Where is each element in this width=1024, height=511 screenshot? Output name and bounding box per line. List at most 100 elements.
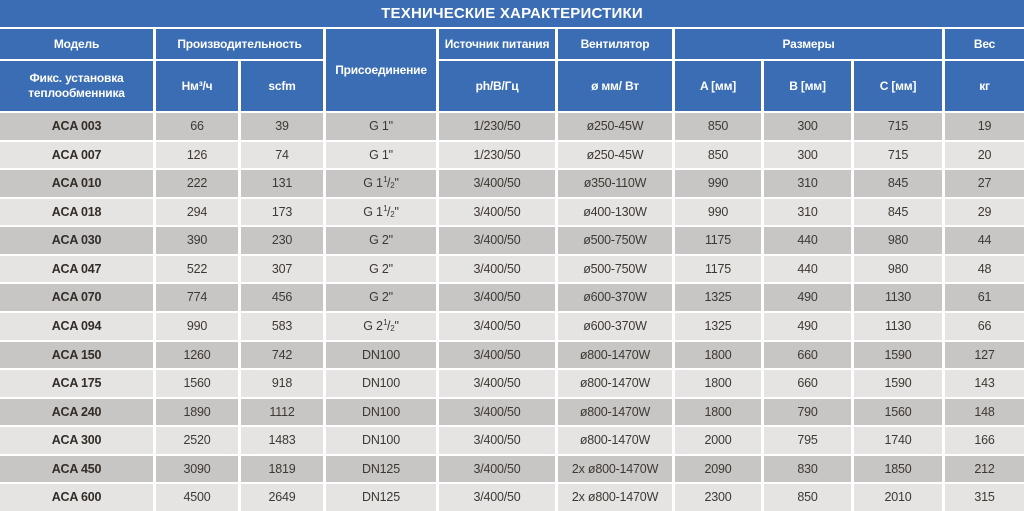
cell-power: 3/400/50 (439, 455, 555, 483)
cell-dim-a: 1800 (675, 398, 761, 426)
cell-power: 1/230/50 (439, 141, 555, 169)
cell-dim-a: 2000 (675, 427, 761, 454)
cell-model: ACA 450 (0, 455, 153, 483)
header-fan: Вентилятор (558, 29, 672, 59)
cell-dim-b: 850 (764, 484, 851, 511)
cell-model: ACA 018 (0, 198, 153, 226)
cell-dim-a: 1175 (675, 255, 761, 283)
cell-fan: ø250-45W (558, 113, 672, 140)
cell-connection: DN100 (326, 427, 436, 454)
cell-weight: 166 (945, 427, 1024, 454)
cell-model: ACA 003 (0, 113, 153, 140)
cell-weight: 20 (945, 141, 1024, 169)
cell-model: ACA 070 (0, 284, 153, 311)
cell-scfm: 1819 (241, 455, 323, 483)
cell-dim-c: 1130 (854, 312, 942, 340)
cell-dim-c: 1590 (854, 341, 942, 369)
cell-scfm: 230 (241, 227, 323, 254)
subheader-power: ph/В/Гц (439, 61, 555, 111)
cell-nm3h: 66 (156, 113, 238, 140)
cell-dim-c: 1590 (854, 370, 942, 397)
cell-connection: G 2" (326, 255, 436, 283)
subheader-fan: ø мм/ Вт (558, 61, 672, 111)
header-weight: Вес (945, 29, 1024, 59)
cell-connection: DN100 (326, 341, 436, 369)
cell-scfm: 74 (241, 141, 323, 169)
cell-fan: ø600-370W (558, 284, 672, 311)
cell-connection: DN125 (326, 455, 436, 483)
subheader-b: B [мм] (764, 61, 851, 111)
cell-dim-a: 1800 (675, 370, 761, 397)
cell-dim-a: 1325 (675, 312, 761, 340)
cell-weight: 27 (945, 170, 1024, 197)
cell-nm3h: 126 (156, 141, 238, 169)
cell-connection: G 1 1/2 " (326, 170, 436, 197)
cell-power: 3/400/50 (439, 227, 555, 254)
cell-dim-c: 980 (854, 255, 942, 283)
cell-model: ACA 300 (0, 427, 153, 454)
header-connection: Присоединение (326, 29, 436, 111)
cell-scfm: 742 (241, 341, 323, 369)
cell-dim-a: 990 (675, 170, 761, 197)
cell-model: ACA 030 (0, 227, 153, 254)
cell-power: 3/400/50 (439, 255, 555, 283)
cell-model: ACA 007 (0, 141, 153, 169)
header-dimensions: Размеры (675, 29, 942, 59)
cell-dim-b: 310 (764, 170, 851, 197)
cell-weight: 61 (945, 284, 1024, 311)
cell-connection: DN100 (326, 370, 436, 397)
cell-dim-b: 660 (764, 341, 851, 369)
cell-dim-a: 1325 (675, 284, 761, 311)
cell-fan: ø600-370W (558, 312, 672, 340)
cell-connection: G 2" (326, 284, 436, 311)
cell-scfm: 173 (241, 198, 323, 226)
subheader-a: A [мм] (675, 61, 761, 111)
cell-weight: 19 (945, 113, 1024, 140)
cell-power: 3/400/50 (439, 370, 555, 397)
cell-model: ACA 240 (0, 398, 153, 426)
cell-nm3h: 522 (156, 255, 238, 283)
cell-fan: ø500-750W (558, 255, 672, 283)
cell-connection: G 2 1/2 " (326, 312, 436, 340)
cell-nm3h: 990 (156, 312, 238, 340)
cell-dim-a: 850 (675, 141, 761, 169)
cell-dim-c: 1130 (854, 284, 942, 311)
cell-dim-b: 310 (764, 198, 851, 226)
page-title: ТЕХНИЧЕСКИЕ ХАРАКТЕРИСТИКИ (0, 0, 1024, 27)
cell-model: ACA 600 (0, 484, 153, 511)
cell-fan: ø800-1470W (558, 427, 672, 454)
cell-scfm: 131 (241, 170, 323, 197)
cell-nm3h: 1260 (156, 341, 238, 369)
cell-dim-c: 1850 (854, 455, 942, 483)
cell-dim-b: 795 (764, 427, 851, 454)
cell-weight: 29 (945, 198, 1024, 226)
cell-nm3h: 4500 (156, 484, 238, 511)
cell-scfm: 456 (241, 284, 323, 311)
cell-dim-c: 715 (854, 141, 942, 169)
cell-fan: ø500-750W (558, 227, 672, 254)
cell-dim-c: 845 (854, 170, 942, 197)
cell-scfm: 1483 (241, 427, 323, 454)
cell-model: ACA 047 (0, 255, 153, 283)
cell-weight: 315 (945, 484, 1024, 511)
cell-fan: ø250-45W (558, 141, 672, 169)
cell-weight: 148 (945, 398, 1024, 426)
cell-nm3h: 390 (156, 227, 238, 254)
cell-weight: 48 (945, 255, 1024, 283)
cell-nm3h: 1560 (156, 370, 238, 397)
cell-dim-a: 850 (675, 113, 761, 140)
cell-dim-b: 440 (764, 255, 851, 283)
cell-dim-b: 440 (764, 227, 851, 254)
cell-weight: 44 (945, 227, 1024, 254)
cell-dim-b: 490 (764, 312, 851, 340)
cell-power: 3/400/50 (439, 312, 555, 340)
cell-dim-a: 990 (675, 198, 761, 226)
cell-power: 3/400/50 (439, 170, 555, 197)
cell-connection: DN125 (326, 484, 436, 511)
cell-nm3h: 774 (156, 284, 238, 311)
cell-dim-b: 790 (764, 398, 851, 426)
cell-nm3h: 294 (156, 198, 238, 226)
header-power-source: Источник питания (439, 29, 555, 59)
cell-dim-b: 300 (764, 141, 851, 169)
cell-model: ACA 094 (0, 312, 153, 340)
